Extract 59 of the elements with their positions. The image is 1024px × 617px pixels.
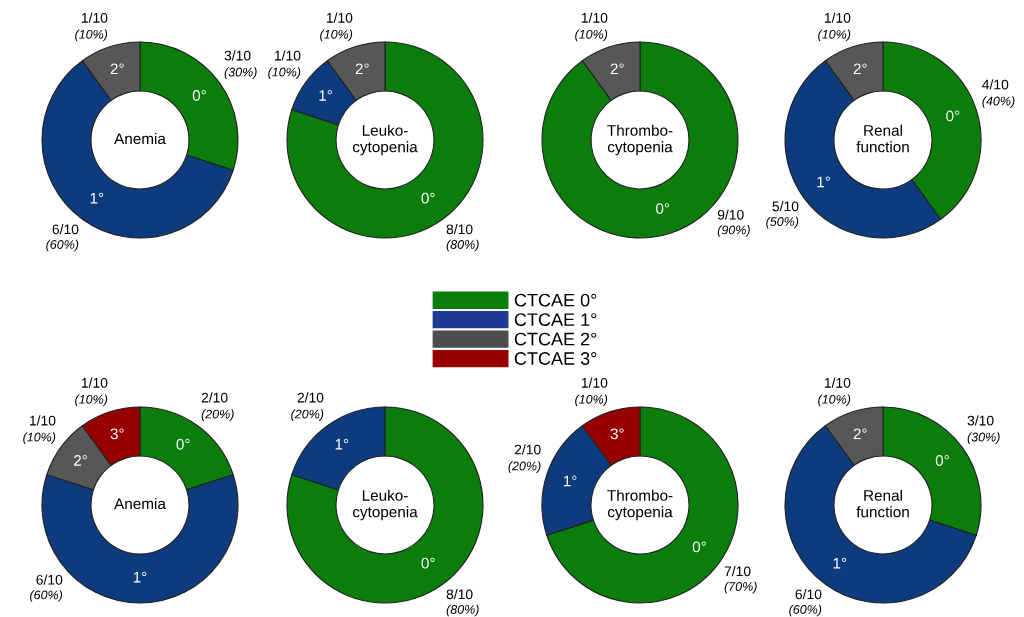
- slice-label: 1°: [335, 438, 349, 450]
- data-label: 7/10 (70%): [724, 566, 757, 594]
- slice-label: 0°: [176, 438, 190, 450]
- data-label: 2/10 (20%): [201, 392, 234, 421]
- data-label: 3/10 (30%): [224, 50, 257, 79]
- data-label: 1/10 (10%): [75, 377, 108, 407]
- slice-label: 1°: [319, 90, 332, 101]
- data-label: 1/10 (10%): [75, 12, 108, 42]
- text: Renal function: [856, 489, 909, 518]
- data-label: 1/10 (10%): [818, 377, 851, 407]
- donut-slice: [286, 406, 484, 604]
- text: Renal function: [856, 124, 909, 153]
- data-label: 9/10 (90%): [717, 209, 750, 237]
- slice-label: 0°: [935, 455, 949, 466]
- data-label: 2/10 (20%): [508, 444, 541, 473]
- data-label: 1/10 (10%): [818, 12, 851, 42]
- slice-label: 0°: [421, 192, 435, 204]
- data-label: 8/10 (80%): [446, 589, 479, 617]
- slice-label: 0°: [946, 110, 960, 122]
- slice-label: 2°: [355, 63, 369, 75]
- slice-label: 3°: [110, 428, 124, 440]
- slice-label: 0°: [421, 557, 435, 569]
- slice-label: 0°: [692, 541, 706, 553]
- text: Anemia: [114, 132, 166, 145]
- data-label: 1/10 (10%): [575, 377, 608, 407]
- category-label: CTCAE 0°: [514, 293, 597, 307]
- slice-label: 2°: [853, 428, 867, 440]
- slice-label: 1°: [563, 475, 577, 487]
- category-label: CTCAE 1°: [514, 313, 597, 326]
- data-label: 2/10 (20%): [291, 392, 324, 421]
- data-label: 4/10 (40%): [982, 79, 1015, 108]
- slice-label: 2°: [74, 455, 87, 466]
- slice-label: 3°: [610, 428, 624, 440]
- slice-label: 1°: [833, 557, 847, 569]
- slice-label: 2°: [853, 63, 867, 75]
- data-label: 6/10 (60%): [30, 574, 63, 602]
- slice-label: 1°: [90, 192, 104, 204]
- category-label: CTCAE 3°: [514, 352, 597, 365]
- text: Anemia: [114, 497, 166, 510]
- slice-label: 2°: [110, 63, 124, 75]
- data-label: 6/10 (60%): [789, 589, 822, 617]
- data-label: 1/10 (10%): [268, 50, 301, 79]
- text: Leuko- cytopenia: [352, 489, 418, 521]
- slice-label: 2°: [610, 63, 624, 75]
- text: Thrombo- cytopenia: [607, 489, 673, 521]
- slice-label: 0°: [656, 203, 670, 214]
- data-label: 8/10 (80%): [446, 224, 479, 252]
- data-label: 1/10 (10%): [320, 12, 353, 42]
- text: Leuko- cytopenia: [352, 124, 418, 156]
- slice-label: 1°: [817, 176, 830, 188]
- category-label: CTCAE 2°: [514, 332, 597, 346]
- data-label: 1/10 (10%): [23, 415, 56, 444]
- data-label: 1/10 (10%): [575, 12, 608, 42]
- data-label: 6/10 (60%): [46, 224, 79, 252]
- data-label: 3/10 (30%): [967, 415, 1000, 444]
- data-label: 5/10 (50%): [766, 201, 799, 229]
- text: Thrombo- cytopenia: [607, 124, 673, 156]
- slice-label: 1°: [133, 571, 147, 583]
- slice-label: 0°: [192, 90, 206, 101]
